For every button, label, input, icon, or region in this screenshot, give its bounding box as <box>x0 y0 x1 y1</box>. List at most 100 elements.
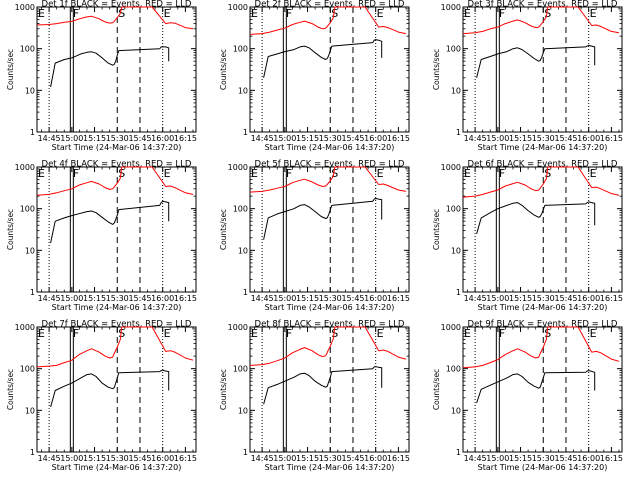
y-axis-label: Counts/sec <box>219 49 228 90</box>
event-marker: E <box>377 167 384 180</box>
y-tick-label: 100 <box>233 205 248 214</box>
events-series-line <box>476 370 596 404</box>
lld-series-line <box>36 326 194 368</box>
y-tick-label: 10 <box>25 246 35 255</box>
x-tick-label: 15:15 <box>83 294 106 303</box>
x-tick-label: 15:00 <box>60 134 83 143</box>
y-tick-label: 10 <box>451 406 461 415</box>
x-tick-label: 15:45 <box>341 294 364 303</box>
plot-frame <box>462 166 623 293</box>
y-tick-label: 1 <box>30 448 35 457</box>
detector-panel: Det 6f BLACK = Events, RED = LLD 1 10 100 10… <box>432 160 623 313</box>
x-axis-label: Start Time (24-Mar-06 14:37:20) <box>478 303 608 312</box>
x-tick-label: 16:00 <box>364 454 387 463</box>
y-tick-label: 1000 <box>15 323 35 332</box>
panel-title: Det 2f BLACK = Events, RED = LLD <box>255 0 405 10</box>
x-tick-label: 15:30 <box>532 454 555 463</box>
y-tick-label: 100 <box>233 365 248 374</box>
panel-title: Det 4f BLACK = Events, RED = LLD <box>42 160 192 170</box>
x-tick-label: 15:45 <box>128 294 151 303</box>
event-marker: F <box>499 327 505 340</box>
x-tick-label: 16:00 <box>151 454 174 463</box>
detector-panel: Det 8f BLACK = Events, RED = LLD 1 10 100 10… <box>219 320 410 473</box>
x-tick-label: 15:15 <box>509 134 532 143</box>
y-axis-label: Counts/sec <box>219 369 228 410</box>
x-tick-label: 16:00 <box>151 294 174 303</box>
x-tick-label: 15:00 <box>60 294 83 303</box>
events-series-line <box>476 44 596 78</box>
event-marker: F <box>499 167 505 180</box>
event-marker: S <box>118 327 125 340</box>
x-tick-label: 16:15 <box>174 294 197 303</box>
x-tick-label: 16:15 <box>387 294 410 303</box>
y-tick-label: 1000 <box>15 163 35 172</box>
y-tick-label: 1 <box>456 448 461 457</box>
y-tick-label: 10 <box>25 86 35 95</box>
y-tick-label: 100 <box>20 45 35 54</box>
detector-panel: Det 5f BLACK = Events, RED = LLD 1 10 100 10… <box>219 160 410 313</box>
y-tick-label: 100 <box>446 45 461 54</box>
x-tick-label: 15:45 <box>341 134 364 143</box>
x-tick-label: 14:45 <box>251 294 274 303</box>
x-tick-label: 16:00 <box>364 134 387 143</box>
x-tick-label: 15:45 <box>554 454 577 463</box>
x-tick-label: 16:15 <box>387 134 410 143</box>
x-tick-label: 14:45 <box>464 134 487 143</box>
detector-panel: Det 9f BLACK = Events, RED = LLD 1 10 100 10… <box>432 320 623 473</box>
event-marker: S <box>331 167 338 180</box>
plot-frame <box>249 166 410 293</box>
y-tick-label: 1 <box>30 128 35 137</box>
plot-frame <box>249 6 410 133</box>
y-tick-label: 1 <box>243 448 248 457</box>
y-axis-label: Counts/sec <box>6 369 15 410</box>
events-series-line <box>50 369 170 408</box>
y-tick-label: 100 <box>20 205 35 214</box>
lld-series-line <box>36 6 194 30</box>
event-marker: E <box>164 7 171 20</box>
event-marker: E <box>377 327 384 340</box>
x-axis-label: Start Time (24-Mar-06 14:37:20) <box>265 463 395 472</box>
y-tick-label: 1 <box>243 128 248 137</box>
x-tick-label: 15:15 <box>296 134 319 143</box>
y-tick-label: 10 <box>238 406 248 415</box>
x-tick-label: 15:00 <box>273 454 296 463</box>
event-marker: F <box>286 327 292 340</box>
y-tick-label: 1000 <box>15 3 35 12</box>
event-marker: S <box>118 7 125 20</box>
y-tick-label: 1000 <box>441 323 461 332</box>
panel-title: Det 9f BLACK = Events, RED = LLD <box>468 320 618 330</box>
x-tick-label: 15:30 <box>319 134 342 143</box>
event-marker: E <box>590 7 597 20</box>
event-marker: F <box>286 167 292 180</box>
event-marker: E <box>464 167 471 180</box>
lld-series-line <box>249 166 407 193</box>
detector-panel: Det 7f BLACK = Events, RED = LLD 1 10 100 10… <box>6 320 197 473</box>
x-axis-label: Start Time (24-Mar-06 14:37:20) <box>478 143 608 152</box>
lld-series-line <box>462 326 620 369</box>
event-marker: E <box>164 167 171 180</box>
x-tick-label: 15:30 <box>106 294 129 303</box>
plot-frame <box>462 326 623 453</box>
x-tick-label: 15:00 <box>486 454 509 463</box>
x-tick-label: 14:45 <box>38 294 61 303</box>
lld-series-line <box>462 166 620 198</box>
event-marker: S <box>544 327 551 340</box>
x-tick-label: 15:15 <box>296 294 319 303</box>
panel-title: Det 5f BLACK = Events, RED = LLD <box>255 160 405 170</box>
event-marker: E <box>464 327 471 340</box>
x-tick-label: 16:15 <box>387 454 410 463</box>
events-series-line <box>50 46 170 88</box>
plot-frame <box>36 166 197 293</box>
y-tick-label: 100 <box>233 45 248 54</box>
x-axis-label: Start Time (24-Mar-06 14:37:20) <box>265 303 395 312</box>
x-tick-label: 16:00 <box>364 294 387 303</box>
x-tick-label: 14:45 <box>38 134 61 143</box>
x-tick-label: 16:15 <box>600 454 623 463</box>
y-axis-label: Counts/sec <box>432 209 441 250</box>
x-tick-label: 15:15 <box>83 134 106 143</box>
event-marker: E <box>251 7 258 20</box>
x-tick-label: 16:15 <box>174 134 197 143</box>
x-tick-label: 15:45 <box>128 454 151 463</box>
x-tick-label: 15:00 <box>273 294 296 303</box>
x-tick-label: 15:30 <box>106 134 129 143</box>
